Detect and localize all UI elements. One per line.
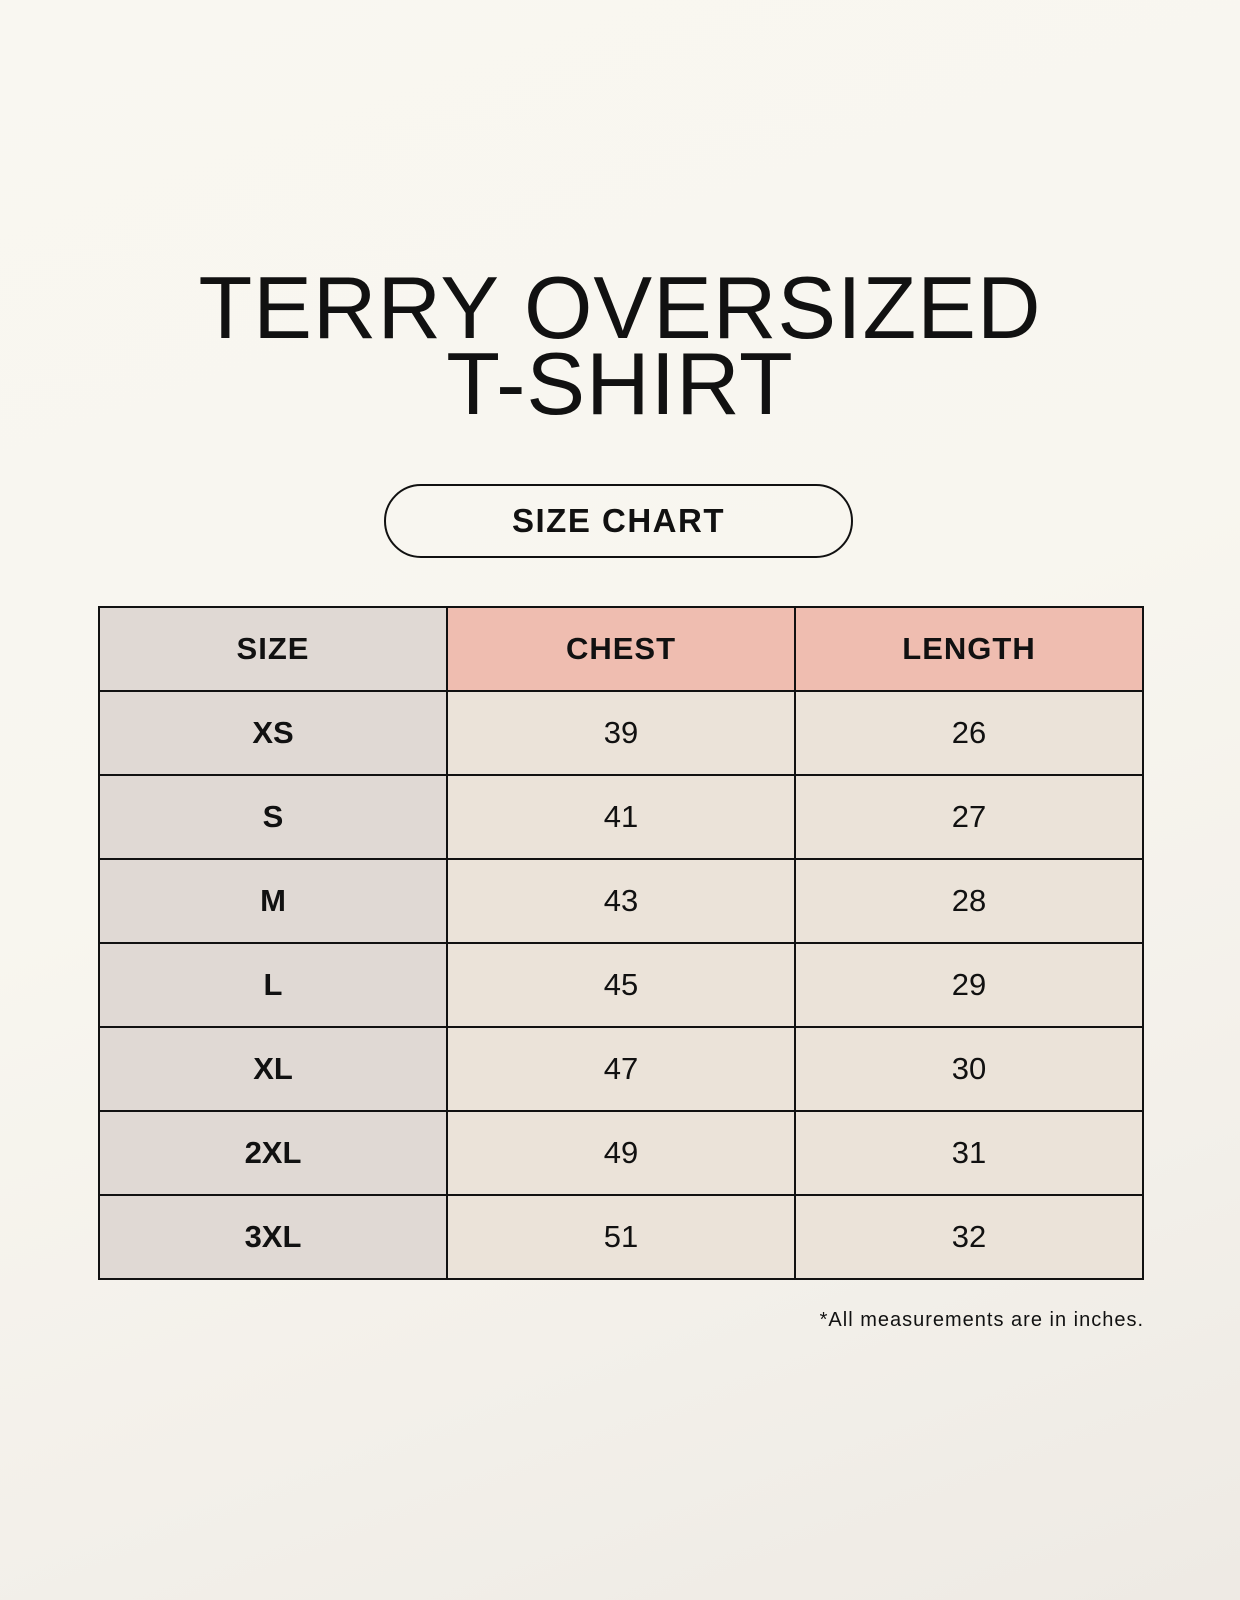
size-chart-table: SIZE CHEST LENGTH XS 39 26 S 41 27 M 43 28 L 45 29 X… [98,606,1144,1280]
cell-chest: 43 [446,858,796,944]
table-row: XL 47 30 [98,1026,1144,1112]
footnote: *All measurements are in inches. [819,1309,1144,1331]
cell-chest: 45 [446,942,796,1028]
cell-length: 27 [794,774,1144,860]
header-length: LENGTH [794,606,1144,692]
cell-chest: 41 [446,774,796,860]
cell-size: L [98,942,448,1028]
cell-length: 30 [794,1026,1144,1112]
cell-size: XL [98,1026,448,1112]
table-row: 3XL 51 32 [98,1194,1144,1280]
cell-size: 2XL [98,1110,448,1196]
title-line-1: TERRY OVERSIZED [198,258,1042,357]
cell-chest: 47 [446,1026,796,1112]
table-header-row: SIZE CHEST LENGTH [98,606,1144,692]
cell-length: 29 [794,942,1144,1028]
cell-length: 26 [794,690,1144,776]
cell-length: 31 [794,1110,1144,1196]
table-row: XS 39 26 [98,690,1144,776]
table-row: 2XL 49 31 [98,1110,1144,1196]
cell-size: 3XL [98,1194,448,1280]
cell-chest: 39 [446,690,796,776]
cell-size: S [98,774,448,860]
cell-chest: 49 [446,1110,796,1196]
cell-length: 32 [794,1194,1144,1280]
table-row: S 41 27 [98,774,1144,860]
page-title: TERRY OVERSIZED T-SHIRT [0,258,1240,433]
cell-chest: 51 [446,1194,796,1280]
cell-size: XS [98,690,448,776]
cell-length: 28 [794,858,1144,944]
table-row: M 43 28 [98,858,1144,944]
title-line-2: T-SHIRT [446,334,794,433]
header-size: SIZE [98,606,448,692]
cell-size: M [98,858,448,944]
size-chart-label: SIZE CHART [384,484,853,558]
table-row: L 45 29 [98,942,1144,1028]
header-chest: CHEST [446,606,796,692]
